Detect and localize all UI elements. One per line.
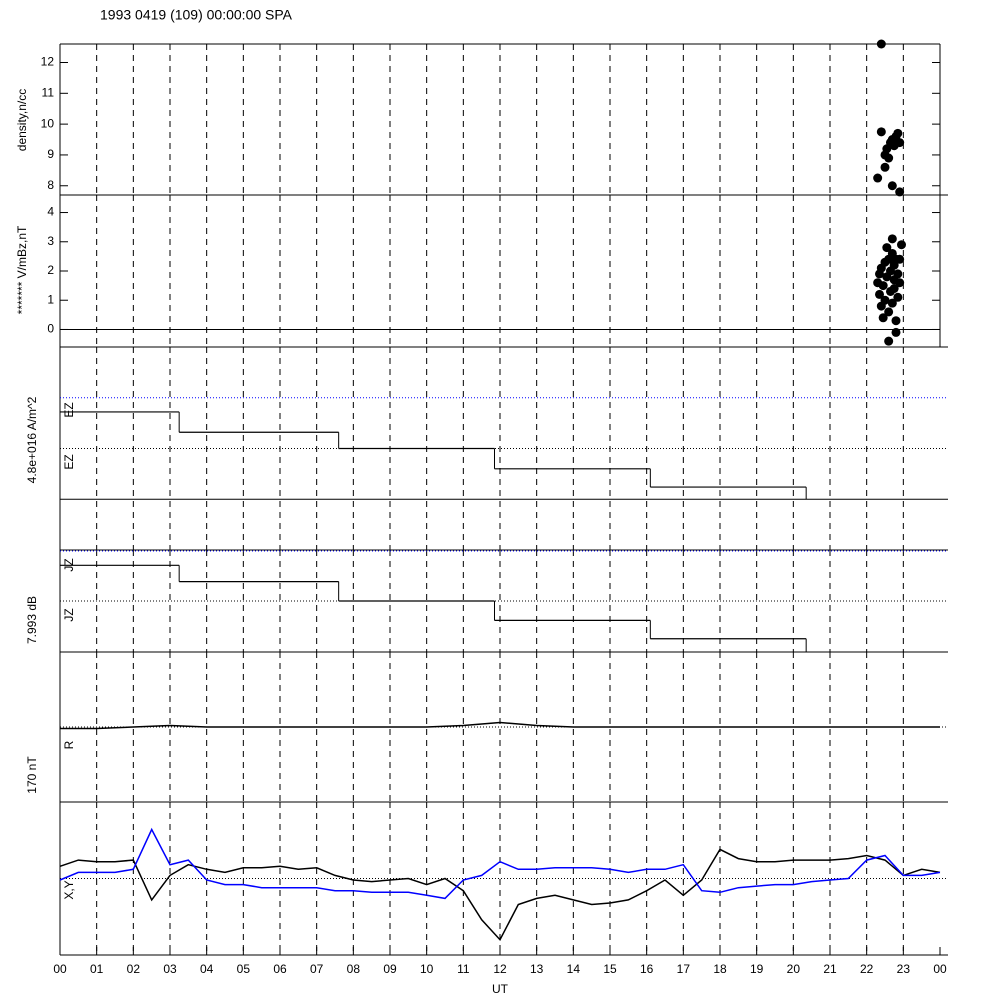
x-tick-label: 12 <box>493 962 507 976</box>
point <box>895 278 905 288</box>
point <box>887 298 897 308</box>
y-tick-label: 3 <box>47 234 54 248</box>
point <box>891 327 901 337</box>
panel-label: EZ <box>62 454 76 469</box>
point <box>884 336 894 346</box>
x-tick-label: 15 <box>603 962 617 976</box>
point <box>875 269 884 279</box>
point <box>878 313 888 323</box>
x-tick-label: 17 <box>677 962 691 976</box>
panel-label: X,Y <box>62 880 76 899</box>
point <box>897 240 906 250</box>
y-tick-label: 10 <box>41 116 55 130</box>
point <box>893 269 903 279</box>
x-tick-label: 10 <box>420 962 434 976</box>
point <box>880 162 890 172</box>
x-tick-label: 05 <box>237 962 251 976</box>
y-tick-label: 4 <box>47 205 54 219</box>
chart-title: 1993 0419 (109) 00:00:00 SPA <box>100 7 293 23</box>
point <box>889 284 899 294</box>
point <box>876 127 886 137</box>
x-tick-label: 20 <box>787 962 801 976</box>
point <box>893 128 903 138</box>
y-tick-label: 11 <box>42 85 55 99</box>
point <box>873 173 883 183</box>
y-tick-label: 1 <box>47 292 54 306</box>
point <box>895 254 905 264</box>
y-axis-label: 7.993 dB <box>25 596 39 644</box>
y-tick-label: 12 <box>41 55 55 69</box>
x-tick-label: 07 <box>310 962 324 976</box>
y-tick-label: 2 <box>47 263 54 277</box>
point <box>895 138 905 148</box>
y-axis-label: ******* V/mBz,nT <box>15 225 29 314</box>
point <box>891 316 901 326</box>
y-tick-label: 0 <box>47 322 54 336</box>
point <box>876 39 886 49</box>
x-tick-label: 08 <box>347 962 361 976</box>
panel-label: EZ <box>62 402 76 417</box>
data-line <box>59 827 941 900</box>
x-tick-label: 06 <box>273 962 287 976</box>
x-tick-label: 16 <box>640 962 654 976</box>
point <box>875 289 884 299</box>
x-tick-label: 13 <box>530 962 544 976</box>
panel-label: R <box>62 740 76 749</box>
point <box>895 187 905 197</box>
x-tick-label: 09 <box>383 962 397 976</box>
x-axis-label: UT <box>492 982 509 996</box>
point <box>882 243 892 253</box>
x-tick-label: 18 <box>713 962 727 976</box>
x-tick-label: 02 <box>127 962 141 976</box>
x-tick-label: 11 <box>457 962 470 976</box>
point <box>878 281 888 291</box>
x-tick-label: 22 <box>860 962 874 976</box>
y-tick-label: 9 <box>47 147 54 161</box>
x-tick-label: 00 <box>53 962 67 976</box>
point <box>884 153 894 163</box>
point <box>893 292 903 302</box>
y-axis-label: 170 nT <box>25 756 39 794</box>
x-tick-label: 03 <box>163 962 177 976</box>
point <box>887 181 897 191</box>
x-tick-label: 01 <box>90 962 104 976</box>
point <box>887 234 897 244</box>
data-line <box>60 721 940 730</box>
x-tick-label: 23 <box>897 962 911 976</box>
y-axis-label: 4.8e+016 A/m^2 <box>25 396 39 483</box>
y-axis-label: density,n/cc <box>15 89 29 151</box>
x-tick-label: 21 <box>823 962 837 976</box>
point <box>880 295 890 305</box>
x-tick-label: 00 <box>933 962 947 976</box>
point <box>884 307 894 317</box>
x-tick-label: 04 <box>200 962 214 976</box>
y-tick-label: 8 <box>47 178 54 192</box>
x-tick-label: 14 <box>567 962 581 976</box>
data-line <box>59 848 941 941</box>
x-tick-label: 19 <box>750 962 764 976</box>
panel-label: JZ <box>62 608 76 621</box>
